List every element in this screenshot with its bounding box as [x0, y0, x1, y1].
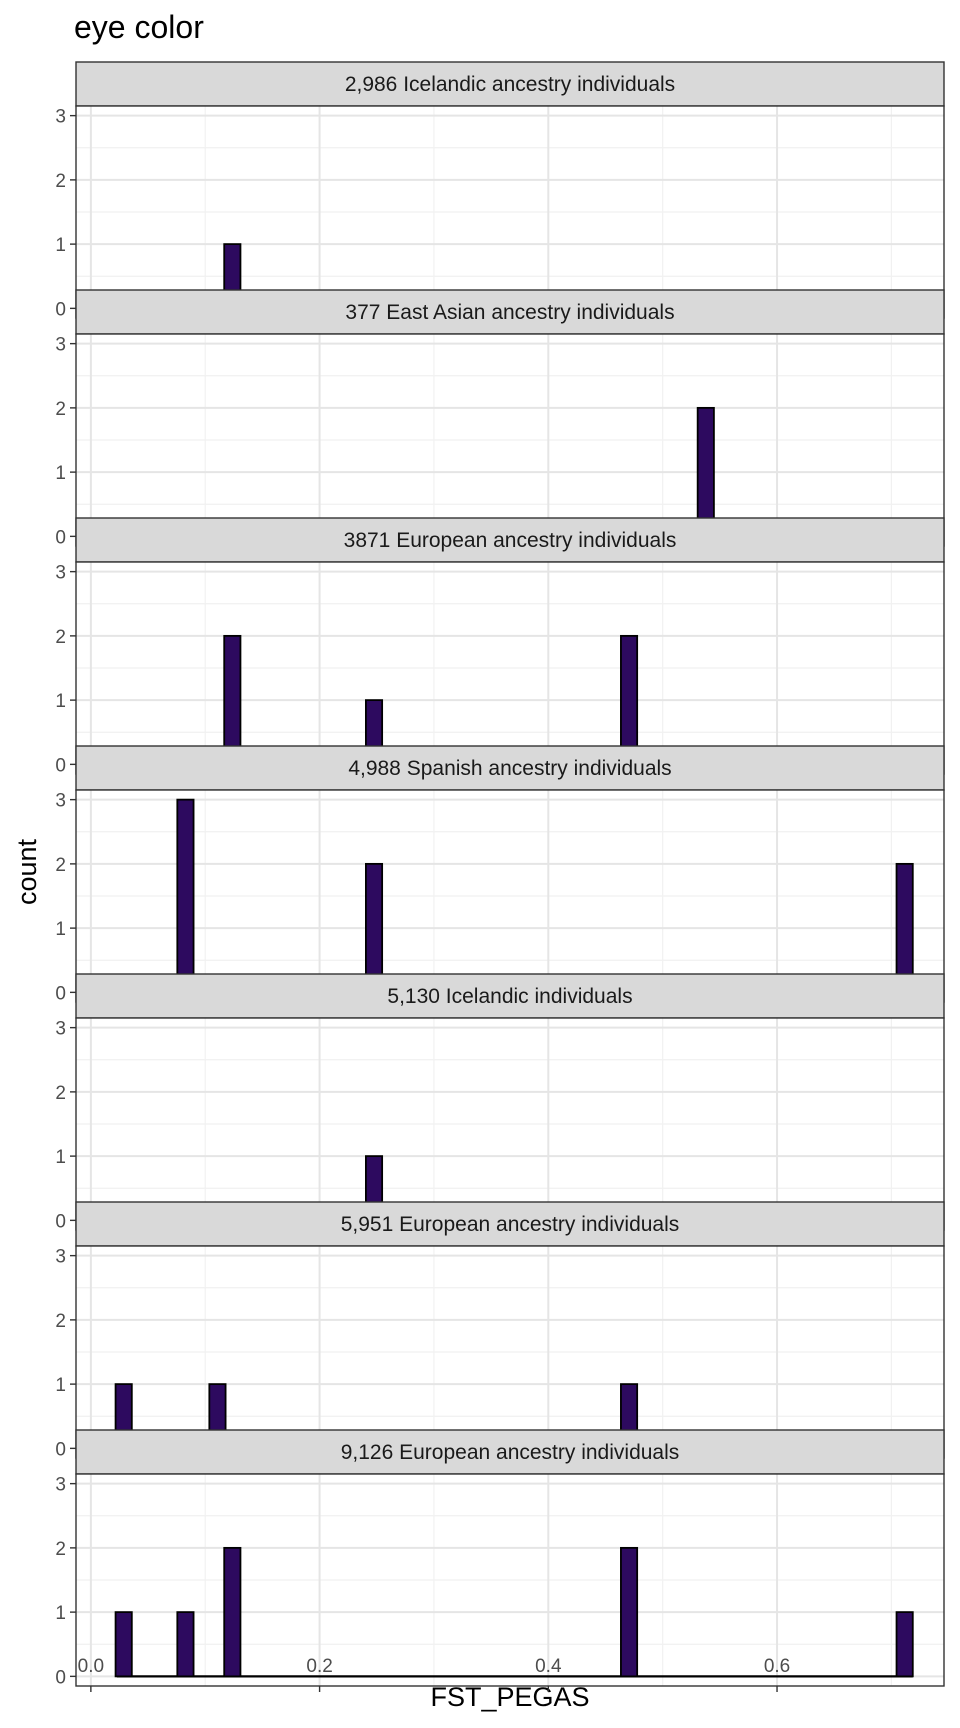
y-tick-label: 1 [55, 919, 66, 940]
y-tick-label: 1 [55, 1603, 66, 1624]
y-tick-label: 2 [55, 855, 66, 876]
y-tick-label: 3 [55, 1475, 66, 1496]
facet-strip-label: 9,126 European ancestry individuals [341, 1441, 680, 1464]
facet-strip [75, 1429, 945, 1475]
facet-panel: 5,130 Icelandic individuals 0 1 2 3 [55, 973, 945, 1232]
facet-strip-label: 377 East Asian ancestry individuals [345, 301, 674, 324]
histogram-bar [176, 1611, 195, 1678]
facet-strip-label: 5,951 European ancestry individuals [341, 1213, 680, 1236]
y-tick-label: 3 [55, 107, 66, 128]
histogram-bar [696, 406, 715, 538]
x-tick-label: 0.4 [535, 1656, 562, 1677]
y-tick-label: 1 [55, 1375, 66, 1396]
y-tick-label: 1 [55, 691, 66, 712]
histogram-bar [620, 634, 639, 766]
facet-strip-label: 2,986 Icelandic ancestry individuals [345, 73, 675, 96]
y-tick-label: 2 [55, 627, 66, 648]
facet-strip [75, 61, 945, 107]
y-tick-label: 2 [55, 1083, 66, 1104]
y-tick-label: 3 [55, 335, 66, 356]
facet-panel: 2,986 Icelandic ancestry individuals 0 1 2 3 [55, 61, 945, 320]
histogram-bar [223, 634, 242, 766]
y-tick-label: 2 [55, 171, 66, 192]
y-tick-label: 1 [55, 463, 66, 484]
y-axis-label: count [12, 838, 42, 905]
y-tick-label: 0 [55, 1667, 66, 1688]
y-tick-label: 0 [55, 299, 66, 320]
y-tick-label: 0 [55, 755, 66, 776]
y-tick-label: 3 [55, 791, 66, 812]
y-tick-label: 0 [55, 1211, 66, 1232]
y-tick-label: 2 [55, 399, 66, 420]
y-tick-label: 0 [55, 1439, 66, 1460]
histogram-bar [176, 798, 195, 994]
facet-strip [75, 1201, 945, 1247]
facet-panel: 377 East Asian ancestry individuals 0 1 2 3 [55, 289, 945, 548]
y-tick-label: 3 [55, 563, 66, 584]
y-tick-label: 1 [55, 1147, 66, 1168]
facet-strip [75, 517, 945, 563]
facet-panel: 3871 European ancestry individuals 0 1 2 3 [55, 517, 945, 776]
y-tick-label: 3 [55, 1247, 66, 1268]
y-tick-label: 2 [55, 1539, 66, 1560]
histogram-bar [223, 1546, 242, 1678]
histogram-bar [895, 862, 914, 994]
facet-panel: 5,951 European ancestry individuals 0 1 2 3 [55, 1201, 945, 1460]
y-tick-label: 1 [55, 235, 66, 256]
facet-panel: 4,988 Spanish ancestry individuals 0 1 2 3 [55, 745, 945, 1004]
facet-strip [75, 745, 945, 791]
facet-strip-label: 3871 European ancestry individuals [344, 529, 677, 552]
y-tick-label: 3 [55, 1019, 66, 1040]
chart-title: eye color [74, 9, 204, 45]
y-tick-label: 2 [55, 1311, 66, 1332]
histogram-bar [895, 1611, 914, 1678]
x-axis-label: FST_PEGAS [430, 1682, 589, 1712]
y-tick-label: 0 [55, 983, 66, 1004]
histogram-bar [620, 1546, 639, 1678]
facet-strip [75, 973, 945, 1019]
x-tick-label: 0.0 [78, 1656, 104, 1677]
facet-panel: 9,126 European ancestry individuals 0 1 2 3 0… [55, 1429, 945, 1692]
histogram-bar [365, 862, 384, 994]
facet-strip-label: 5,130 Icelandic individuals [387, 985, 632, 1008]
x-tick-label: 0.6 [764, 1656, 790, 1677]
y-tick-label: 0 [55, 527, 66, 548]
facet-strip-label: 4,988 Spanish ancestry individuals [348, 757, 671, 780]
panel-border [75, 1473, 945, 1687]
histogram-bar [114, 1611, 133, 1678]
x-tick-label: 0.2 [306, 1656, 332, 1677]
